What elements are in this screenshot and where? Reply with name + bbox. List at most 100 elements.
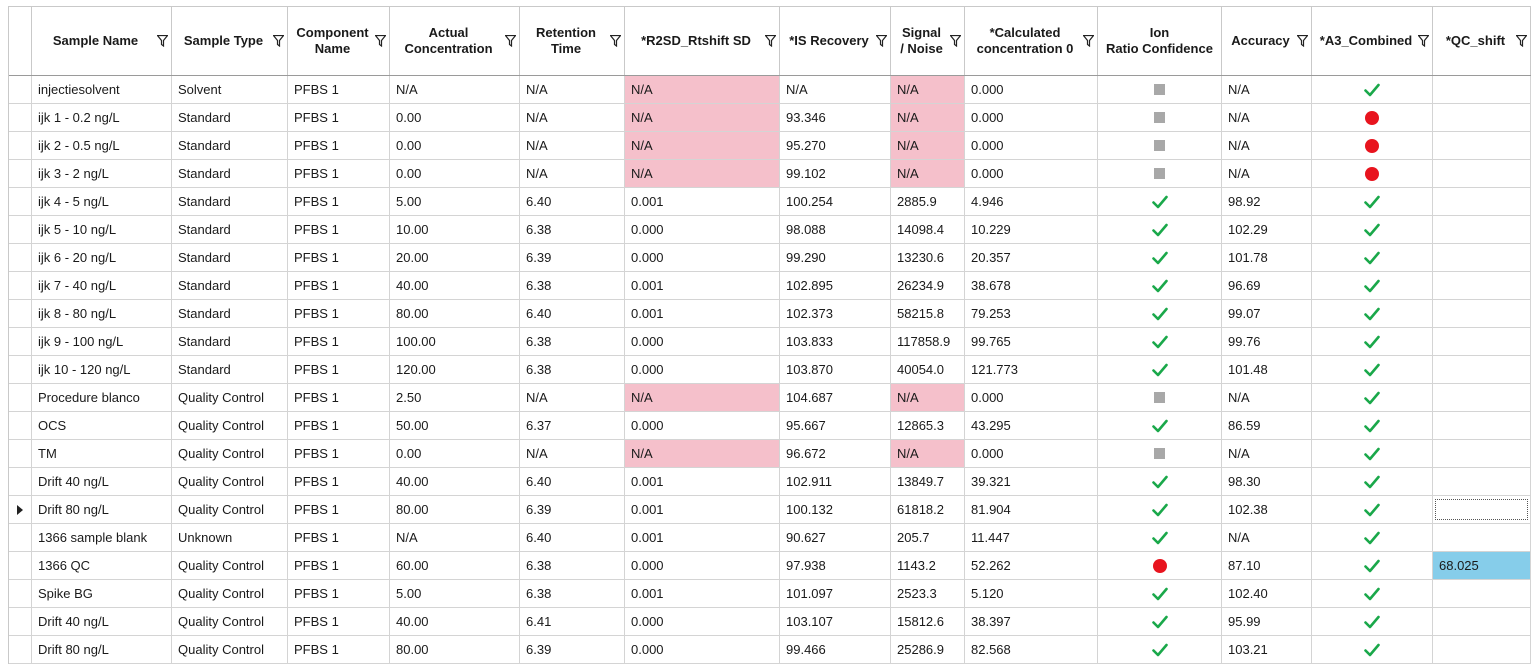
retention-time-cell[interactable]: 6.38 xyxy=(520,552,625,579)
row-selector[interactable] xyxy=(9,188,32,215)
actual-concentration-cell[interactable]: N/A xyxy=(390,524,520,551)
accuracy-cell[interactable]: N/A xyxy=(1222,440,1312,467)
calculated-concentration-cell[interactable]: 0.000 xyxy=(965,132,1098,159)
signal-noise-cell[interactable]: 58215.8 xyxy=(891,300,965,327)
signal-noise-cell[interactable]: N/A xyxy=(891,76,965,103)
a3-combined-cell[interactable] xyxy=(1312,132,1433,159)
accuracy-cell[interactable]: 103.21 xyxy=(1222,636,1312,663)
qc-shift-cell[interactable] xyxy=(1433,188,1531,215)
retention-time-cell[interactable]: 6.39 xyxy=(520,244,625,271)
row-selector[interactable] xyxy=(9,104,32,131)
ion-ratio-confidence-cell[interactable] xyxy=(1098,384,1222,411)
ion-ratio-confidence-cell[interactable] xyxy=(1098,468,1222,495)
column-header-qc-shift[interactable]: *QC_shift xyxy=(1433,7,1531,75)
sample-name-cell[interactable]: ijk 3 - 2 ng/L xyxy=(32,160,172,187)
table-row[interactable]: 1366 QC Quality Control PFBS 1 60.00 6.38 0.0… xyxy=(9,552,1531,580)
ion-ratio-confidence-cell[interactable] xyxy=(1098,300,1222,327)
qc-shift-cell[interactable] xyxy=(1433,132,1531,159)
accuracy-cell[interactable]: 95.99 xyxy=(1222,608,1312,635)
a3-combined-cell[interactable] xyxy=(1312,160,1433,187)
row-selector[interactable] xyxy=(9,524,32,551)
accuracy-cell[interactable]: N/A xyxy=(1222,104,1312,131)
table-row[interactable]: ijk 3 - 2 ng/L Standard PFBS 1 0.00 N/A N/A 99… xyxy=(9,160,1531,188)
qc-shift-cell[interactable] xyxy=(1433,580,1531,607)
row-selector[interactable] xyxy=(9,496,32,523)
qc-shift-cell[interactable] xyxy=(1433,468,1531,495)
sample-name-cell[interactable]: 1366 QC xyxy=(32,552,172,579)
a3-combined-cell[interactable] xyxy=(1312,216,1433,243)
retention-time-cell[interactable]: 6.38 xyxy=(520,356,625,383)
actual-concentration-cell[interactable]: 5.00 xyxy=(390,188,520,215)
component-name-cell[interactable]: PFBS 1 xyxy=(288,524,390,551)
a3-combined-cell[interactable] xyxy=(1312,496,1433,523)
r2sd-rtshift-cell[interactable]: N/A xyxy=(625,104,780,131)
actual-concentration-cell[interactable]: 2.50 xyxy=(390,384,520,411)
calculated-concentration-cell[interactable]: 81.904 xyxy=(965,496,1098,523)
signal-noise-cell[interactable]: 13849.7 xyxy=(891,468,965,495)
a3-combined-cell[interactable] xyxy=(1312,580,1433,607)
calculated-concentration-cell[interactable]: 38.397 xyxy=(965,608,1098,635)
sample-name-cell[interactable]: ijk 5 - 10 ng/L xyxy=(32,216,172,243)
r2sd-rtshift-cell[interactable]: 0.000 xyxy=(625,412,780,439)
sample-type-cell[interactable]: Standard xyxy=(172,244,288,271)
actual-concentration-cell[interactable]: 120.00 xyxy=(390,356,520,383)
retention-time-cell[interactable]: 6.39 xyxy=(520,496,625,523)
sample-type-cell[interactable]: Standard xyxy=(172,160,288,187)
accuracy-cell[interactable]: 102.29 xyxy=(1222,216,1312,243)
actual-concentration-cell[interactable]: 0.00 xyxy=(390,440,520,467)
component-name-cell[interactable]: PFBS 1 xyxy=(288,104,390,131)
sample-name-cell[interactable]: Drift 40 ng/L xyxy=(32,468,172,495)
ion-ratio-confidence-cell[interactable] xyxy=(1098,412,1222,439)
column-header-a3-combined[interactable]: *A3_Combined xyxy=(1312,7,1433,75)
is-recovery-cell[interactable]: 98.088 xyxy=(780,216,891,243)
column-header-actual-concentration[interactable]: Actual Concentration xyxy=(390,7,520,75)
ion-ratio-confidence-cell[interactable] xyxy=(1098,496,1222,523)
signal-noise-cell[interactable]: 1143.2 xyxy=(891,552,965,579)
calculated-concentration-cell[interactable]: 79.253 xyxy=(965,300,1098,327)
is-recovery-cell[interactable]: 102.895 xyxy=(780,272,891,299)
sample-name-cell[interactable]: ijk 8 - 80 ng/L xyxy=(32,300,172,327)
a3-combined-cell[interactable] xyxy=(1312,636,1433,663)
component-name-cell[interactable]: PFBS 1 xyxy=(288,384,390,411)
calculated-concentration-cell[interactable]: 0.000 xyxy=(965,76,1098,103)
calculated-concentration-cell[interactable]: 4.946 xyxy=(965,188,1098,215)
column-header-ion-ratio-confidence[interactable]: Ion Ratio Confidence xyxy=(1098,7,1222,75)
is-recovery-cell[interactable]: N/A xyxy=(780,76,891,103)
retention-time-cell[interactable]: 6.40 xyxy=(520,300,625,327)
actual-concentration-cell[interactable]: 5.00 xyxy=(390,580,520,607)
ion-ratio-confidence-cell[interactable] xyxy=(1098,272,1222,299)
sample-name-cell[interactable]: ijk 7 - 40 ng/L xyxy=(32,272,172,299)
sample-type-cell[interactable]: Standard xyxy=(172,188,288,215)
r2sd-rtshift-cell[interactable]: 0.001 xyxy=(625,524,780,551)
accuracy-cell[interactable]: 96.69 xyxy=(1222,272,1312,299)
ion-ratio-confidence-cell[interactable] xyxy=(1098,580,1222,607)
accuracy-cell[interactable]: 99.07 xyxy=(1222,300,1312,327)
row-selector[interactable] xyxy=(9,384,32,411)
table-row[interactable]: Drift 40 ng/L Quality Control PFBS 1 40.00 6… xyxy=(9,608,1531,636)
r2sd-rtshift-cell[interactable]: N/A xyxy=(625,132,780,159)
a3-combined-cell[interactable] xyxy=(1312,244,1433,271)
qc-shift-cell[interactable] xyxy=(1433,104,1531,131)
r2sd-rtshift-cell[interactable]: 0.000 xyxy=(625,244,780,271)
a3-combined-cell[interactable] xyxy=(1312,300,1433,327)
signal-noise-cell[interactable]: 205.7 xyxy=(891,524,965,551)
ion-ratio-confidence-cell[interactable] xyxy=(1098,216,1222,243)
a3-combined-cell[interactable] xyxy=(1312,76,1433,103)
component-name-cell[interactable]: PFBS 1 xyxy=(288,636,390,663)
a3-combined-cell[interactable] xyxy=(1312,440,1433,467)
component-name-cell[interactable]: PFBS 1 xyxy=(288,440,390,467)
is-recovery-cell[interactable]: 103.870 xyxy=(780,356,891,383)
accuracy-cell[interactable]: N/A xyxy=(1222,160,1312,187)
column-header-accuracy[interactable]: Accuracy xyxy=(1222,7,1312,75)
accuracy-cell[interactable]: N/A xyxy=(1222,384,1312,411)
qc-shift-cell[interactable] xyxy=(1433,412,1531,439)
accuracy-cell[interactable]: N/A xyxy=(1222,524,1312,551)
table-row[interactable]: ijk 6 - 20 ng/L Standard PFBS 1 20.00 6.39 0.… xyxy=(9,244,1531,272)
sample-type-cell[interactable]: Standard xyxy=(172,272,288,299)
sample-type-cell[interactable]: Standard xyxy=(172,104,288,131)
qc-shift-cell[interactable] xyxy=(1433,272,1531,299)
filter-icon[interactable] xyxy=(157,35,168,47)
is-recovery-cell[interactable]: 97.938 xyxy=(780,552,891,579)
row-selector[interactable] xyxy=(9,272,32,299)
signal-noise-cell[interactable]: 25286.9 xyxy=(891,636,965,663)
